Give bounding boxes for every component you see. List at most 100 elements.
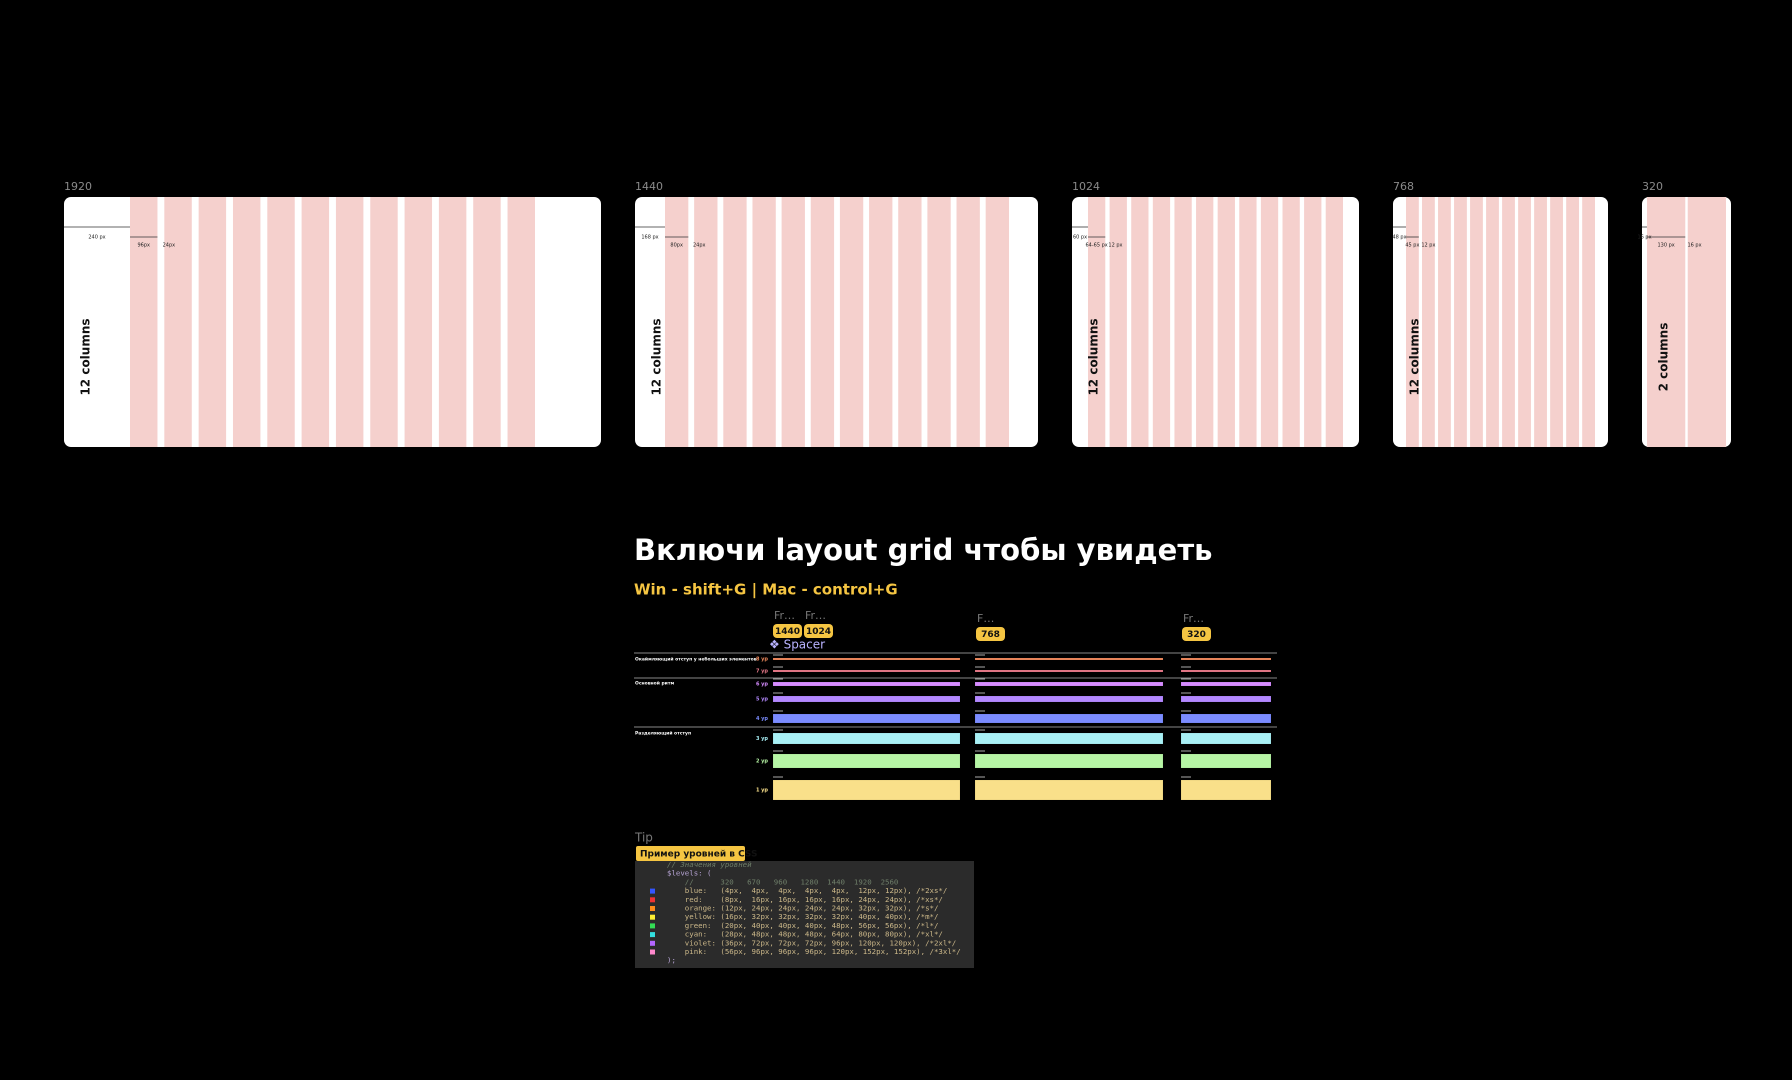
spacer-bar <box>772 753 961 769</box>
spacer-bar <box>772 779 961 801</box>
grid-column <box>1152 197 1171 447</box>
frame-tag: Fr… <box>774 609 795 622</box>
spacer-bar <box>1180 732 1272 745</box>
measure-label: 12 px <box>1421 243 1435 249</box>
spacer-bar <box>772 713 961 724</box>
section-label: Разделяющий отступ <box>635 730 691 737</box>
color-swatch <box>650 897 655 903</box>
color-swatch <box>650 923 655 929</box>
columns-label: 12 columns <box>1408 318 1422 395</box>
grid-column <box>752 197 776 447</box>
frame-label: 1920 <box>64 180 92 193</box>
spacer-bar <box>974 657 1164 661</box>
color-swatch <box>650 940 655 946</box>
spacer-bar <box>974 779 1164 801</box>
tip-badge-label: Пример уровней в CSS <box>640 850 757 860</box>
frame-tag: F… <box>977 612 994 625</box>
code-line: // Значения уровней <box>667 860 752 869</box>
grid-column <box>723 197 747 447</box>
badge <box>1182 627 1211 641</box>
measure-label: 168 px <box>641 235 658 241</box>
badge-label: 1024 <box>806 627 831 637</box>
code-line: $levels: ( <box>667 869 712 878</box>
grid-column <box>1304 197 1322 447</box>
color-swatch <box>650 949 655 955</box>
heading: Включи layout grid чтобы увидеть <box>634 533 1212 567</box>
grid-column <box>1550 197 1563 447</box>
grid-column <box>1647 197 1686 447</box>
spacer-bar <box>772 669 961 673</box>
code-line: blue: (4px, 4px, 4px, 4px, 4px, 12px, 12… <box>667 886 947 895</box>
grid-column <box>1282 197 1300 447</box>
grid-column <box>1406 197 1419 447</box>
code-line: pink: (56px, 96px, 96px, 96px, 120px, 15… <box>667 947 961 956</box>
code-line: cyan: (28px, 48px, 48px, 48px, 64px, 80p… <box>667 930 943 939</box>
spacer-bar <box>974 695 1164 703</box>
code-box <box>635 861 974 968</box>
grid-column <box>898 197 922 447</box>
grid-column <box>404 197 433 447</box>
frame-label: 768 <box>1393 180 1414 193</box>
tip-badge <box>636 846 745 861</box>
grid-column <box>985 197 1009 447</box>
frame-tag: Fr… <box>805 609 826 622</box>
grid-column <box>781 197 805 447</box>
grid-column <box>1422 197 1435 447</box>
grid-column <box>1088 197 1106 447</box>
measure-label: 48 px <box>1392 235 1406 241</box>
grid-column <box>164 197 192 447</box>
color-swatch <box>650 888 655 894</box>
code-line: // 320 670 960 1280 1440 1920 2560 <box>667 877 898 886</box>
grid-column <box>1582 197 1595 447</box>
measure-label: 60 px <box>1073 235 1087 241</box>
badge <box>773 624 802 638</box>
section-label: Основной ритм <box>635 680 674 687</box>
grid-column <box>1260 197 1279 447</box>
color-swatch <box>650 906 655 911</box>
measure-label: 16 px <box>1637 235 1651 241</box>
spacer-bar <box>1180 657 1272 661</box>
badge <box>976 627 1005 641</box>
grid-column <box>301 197 330 447</box>
grid-column <box>335 197 364 447</box>
grid-column <box>1687 197 1726 447</box>
code-line: red: (8px, 16px, 16px, 16px, 16px, 24px,… <box>667 895 943 904</box>
measure-label: 64-65 px <box>1086 243 1108 249</box>
spacer-bar <box>974 753 1164 769</box>
measure-label: 16 px <box>1687 243 1701 249</box>
measure-label: 24px <box>163 243 176 249</box>
spacer-bar <box>772 695 961 703</box>
measure-label: 240 px <box>88 235 105 241</box>
grid-column <box>1196 197 1214 447</box>
badge <box>804 624 833 638</box>
badge-label: 320 <box>1187 630 1206 640</box>
frame-label: 1440 <box>635 180 663 193</box>
grid-column <box>130 197 158 447</box>
grid-column <box>1534 197 1547 447</box>
spacer-bar <box>772 681 961 687</box>
level-label: 5 ур <box>756 697 768 703</box>
grid-column <box>438 197 467 447</box>
grid-column <box>839 197 864 447</box>
measure-label: 130 px <box>1658 243 1675 249</box>
grid-column <box>1174 197 1192 447</box>
spacer-bar <box>1180 681 1272 687</box>
spacer-bar <box>1180 669 1272 673</box>
measure-label: 12 px <box>1108 243 1122 249</box>
grid-column <box>267 197 295 447</box>
measure-label: 96px <box>137 243 150 249</box>
level-label: 1 ур <box>756 788 768 794</box>
code-line: green: (20px, 40px, 40px, 40px, 48px, 56… <box>667 921 938 930</box>
level-label: 6 ур <box>756 682 768 688</box>
spacer-bar <box>974 681 1164 687</box>
frame-label: 320 <box>1642 180 1663 193</box>
grid-column <box>1566 197 1579 447</box>
grid-column <box>927 197 951 447</box>
spacer-bar <box>772 732 961 745</box>
spacer-bar <box>974 732 1164 745</box>
grid-column <box>1325 197 1343 447</box>
grid-column <box>507 197 535 447</box>
shortcut: Win - shift+G | Mac - control+G <box>634 581 898 600</box>
grid-column <box>1502 197 1515 447</box>
color-swatch <box>650 914 655 920</box>
